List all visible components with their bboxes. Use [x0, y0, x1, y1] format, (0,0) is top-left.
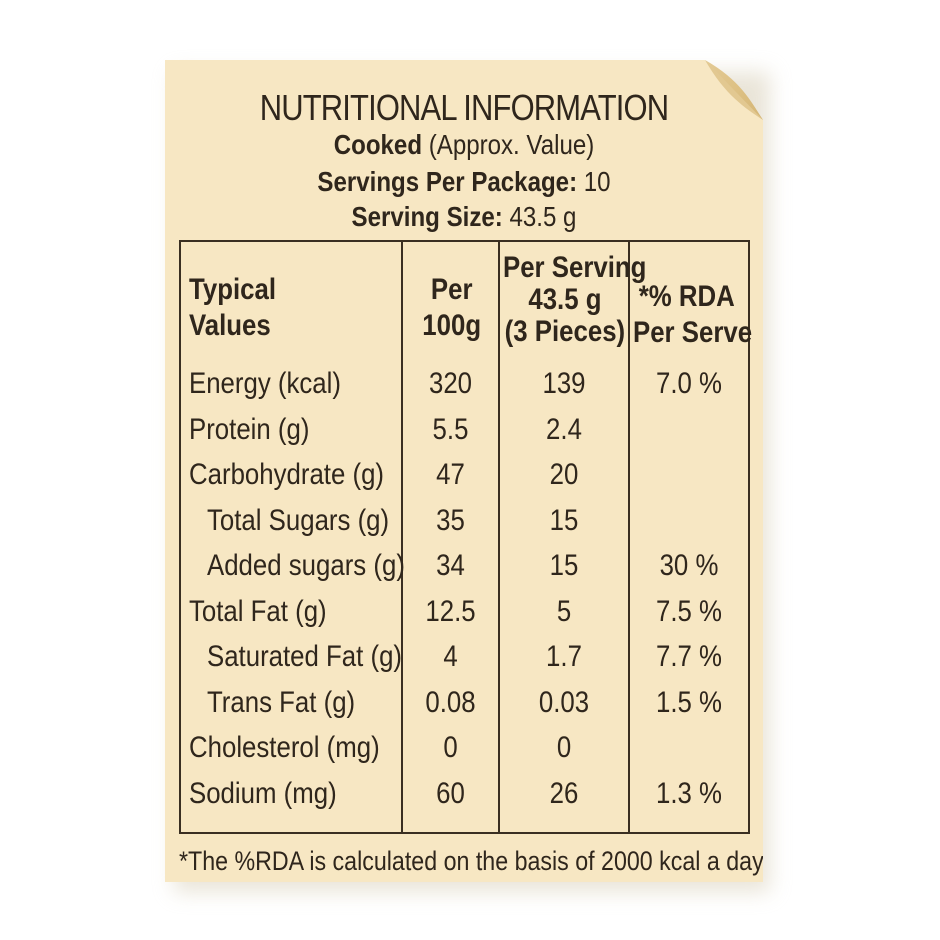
row-per-serving: 20 — [549, 458, 579, 491]
rda-footnote: *The %RDA is calculated on the basis of … — [179, 846, 769, 876]
servings-line: Servings Per Package: 10 — [207, 168, 721, 196]
row-per-100g: 60 — [436, 776, 465, 810]
header-rda-line1: *% RDA — [638, 280, 735, 313]
row-name: Carbohydrate (g) — [189, 458, 385, 491]
row-rda: 7.5 % — [656, 594, 722, 628]
header-typical-line1: Typical — [189, 273, 276, 306]
cooked-line: Cooked (Approx. Value) — [207, 131, 721, 159]
row-per-serving: 15 — [549, 549, 579, 582]
row-name: Saturated Fat (g) — [207, 640, 403, 673]
row-name: Cholesterol (mg) — [189, 731, 380, 764]
row-per-serving: 15 — [549, 503, 579, 537]
header-typical-values: Typical Values — [189, 272, 276, 344]
row-per-100g: 4 — [443, 640, 458, 673]
cooked-rest: (Approx. Value) — [428, 129, 595, 160]
row-name: Protein (g) — [189, 412, 310, 446]
header-serving-line1: Per Serving — [503, 251, 647, 284]
row-name: Total Fat (g) — [189, 594, 327, 628]
servings-label: Servings Per Package: — [317, 166, 578, 197]
header-per100-line1: Per — [430, 273, 473, 306]
row-per-100g: 35 — [436, 503, 465, 537]
row-per-100g: 0 — [443, 731, 458, 764]
row-name: Energy (kcal) — [189, 367, 341, 400]
serving-size-label: Serving Size: — [351, 201, 503, 232]
page-curl-icon — [705, 60, 763, 120]
row-name: Sodium (mg) — [189, 776, 337, 810]
row-per-serving: 5 — [556, 594, 572, 628]
row-per-serving: 0 — [556, 731, 572, 764]
nutrition-label-card: NUTRITIONAL INFORMATION Cooked (Approx. … — [165, 60, 763, 882]
row-per-100g: 5.5 — [432, 412, 469, 446]
row-rda: 7.0 % — [656, 367, 722, 400]
header-per-serving: Per Serving 43.5 g (3 Pieces) — [503, 251, 647, 348]
serving-size-value: 43.5 g — [509, 201, 577, 232]
column-divider — [628, 242, 630, 832]
row-per-100g: 0.08 — [425, 685, 476, 719]
header-per-100g: Per 100g — [413, 272, 490, 344]
row-rda: 1.5 % — [656, 685, 722, 719]
row-rda: 1.3 % — [656, 776, 722, 810]
cooked-bold: Cooked — [333, 129, 423, 160]
column-divider — [498, 242, 500, 832]
row-per-100g: 47 — [436, 458, 465, 491]
servings-value: 10 — [583, 166, 611, 197]
row-rda: 30 % — [659, 549, 719, 582]
header-rda-line2: Per Serve — [633, 316, 753, 349]
row-name: Trans Fat (g) — [207, 685, 356, 719]
header-serving-line3: (3 Pieces) — [504, 315, 626, 348]
row-name: Added sugars (g) — [207, 549, 405, 582]
column-divider — [401, 242, 403, 832]
serving-size-line: Serving Size: 43.5 g — [207, 203, 721, 231]
header-per100-line2: 100g — [422, 309, 482, 342]
row-rda: 7.7 % — [656, 640, 722, 673]
row-per-serving: 0.03 — [538, 685, 590, 719]
header-serving-line2: 43.5 g — [528, 283, 602, 316]
row-name: Total Sugars (g) — [207, 503, 390, 537]
row-per-serving: 26 — [549, 776, 579, 810]
row-per-100g: 320 — [428, 367, 473, 400]
row-per-serving: 139 — [542, 367, 586, 400]
row-per-serving: 1.7 — [546, 640, 582, 673]
header-typical-line2: Values — [189, 309, 271, 342]
nutrition-table: Typical Values Per 100g Per Serving 43.5… — [179, 240, 753, 834]
row-per-serving: 2.4 — [546, 412, 582, 446]
row-per-100g: 12.5 — [425, 594, 476, 628]
header-rda-per-serve: *% RDA Per Serve — [633, 279, 753, 351]
row-per-100g: 34 — [436, 549, 465, 582]
label-title: NUTRITIONAL INFORMATION — [259, 87, 669, 128]
